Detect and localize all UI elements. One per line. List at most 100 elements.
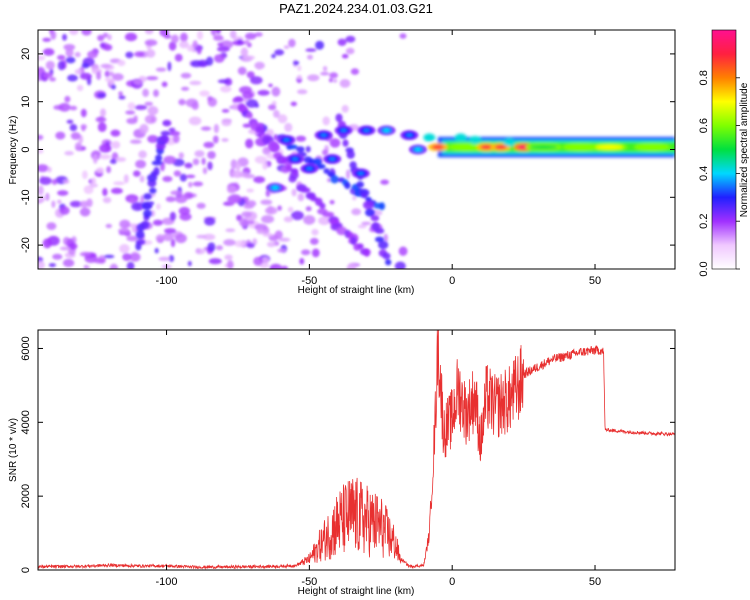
spectrogram-cell <box>261 215 275 224</box>
colorbar-tick-label: 0.6 <box>698 118 710 133</box>
spectrogram-blob-center <box>283 138 290 142</box>
y-tick-label: -10 <box>20 189 32 205</box>
spectrogram-cell <box>163 34 172 39</box>
spectrogram-cell <box>341 53 349 59</box>
spectrogram-cell <box>226 185 237 194</box>
spectrogram-cell <box>134 51 145 58</box>
spectrogram-cell <box>144 30 154 35</box>
spectrogram-cell <box>125 194 139 203</box>
x-tick-label: -50 <box>301 275 317 287</box>
spectrogram-cell <box>274 230 283 240</box>
spectrogram-cell <box>215 245 223 251</box>
spectrogram-cell <box>204 217 216 226</box>
spectrogram-cell <box>169 211 176 221</box>
spectrogram-cell <box>200 126 212 131</box>
spectrogram-cell <box>144 39 158 46</box>
spectrogram-cell <box>221 138 229 142</box>
spectrogram-cell <box>65 48 74 58</box>
spectrogram-cell <box>124 32 138 42</box>
spectrogram-streak-cell <box>135 239 146 246</box>
y-tick-label: 10 <box>20 96 32 108</box>
spectrogram-cell <box>163 155 177 165</box>
spectrogram-cell <box>69 124 78 132</box>
spectrogram-streak-cell <box>299 187 311 193</box>
spectrogram-cell <box>245 32 257 40</box>
spectrogram-cell <box>192 181 204 187</box>
spectrogram-cell <box>274 49 285 56</box>
spectrogram-streak-cell <box>153 166 160 176</box>
spectrogram-streak-cell <box>288 144 298 150</box>
spectrogram-cell <box>57 54 66 61</box>
spectrogram-cell <box>351 208 362 216</box>
spectrogram-cell <box>155 67 167 72</box>
spectrogram-cell <box>131 202 144 211</box>
spectrogram-streak-cell <box>314 158 322 165</box>
spectrogram-cell <box>93 154 98 164</box>
spectrogram-cell <box>158 256 171 262</box>
spectrogram-streak-cell <box>151 160 163 166</box>
spectrogram-cell <box>322 149 329 156</box>
spectrogram-streak-cell <box>385 259 392 266</box>
spectrogram-cell <box>261 257 270 264</box>
spectrogram-cell <box>146 76 159 81</box>
spectrogram-cell <box>212 135 219 144</box>
spectrogram-cell <box>242 55 255 60</box>
spectrogram-cell <box>42 72 53 78</box>
spectrogram-cell <box>283 216 294 223</box>
spectrogram-cell <box>170 190 183 196</box>
spectrogram-cell <box>357 224 367 229</box>
spectrogram-cell <box>268 83 273 88</box>
spectrogram-cell <box>333 79 338 83</box>
spectrogram-cell <box>394 261 406 269</box>
spectrogram-cell <box>81 30 92 36</box>
spectrogram-cell <box>262 146 271 155</box>
spectrogram-cell <box>315 40 325 50</box>
spectrogram-cell <box>142 88 150 98</box>
x-tick-label: 0 <box>449 275 455 287</box>
spectrogram-cell <box>47 166 52 173</box>
spectrogram-cell <box>126 235 139 242</box>
spectrogram-cell <box>79 200 89 208</box>
spectrogram-cell <box>115 157 127 162</box>
snr-frame <box>37 329 676 571</box>
spectrogram-cell <box>203 141 215 149</box>
spectrogram-streak-cell <box>335 113 343 123</box>
spectrogram-y-axis-label: Frequency (Hz) <box>8 116 19 185</box>
spectrogram-cell <box>246 188 254 193</box>
x-tick-label: 0 <box>449 576 455 588</box>
spectrogram-cell <box>74 51 81 58</box>
spectrogram-cell <box>277 114 288 124</box>
signal-band-hotspot-core <box>431 144 444 150</box>
spectrogram-cell <box>293 60 300 66</box>
spectrogram-cell <box>290 210 304 221</box>
spectrogram-streak-cell <box>363 248 370 257</box>
spectrogram-cell <box>147 106 159 116</box>
spectrogram-streak-cell <box>144 201 151 208</box>
spectrogram-cell <box>118 228 131 233</box>
spectrogram-streak-cell <box>323 168 331 175</box>
spectrogram-cell <box>346 263 357 269</box>
spectrogram-cell <box>112 73 124 81</box>
spectrogram-cell <box>109 158 117 164</box>
spectrogram-cell <box>175 194 188 204</box>
spectrogram-cell <box>246 242 255 249</box>
spectrogram-streak-cell <box>357 243 364 249</box>
signal-band-hotspot-core <box>595 144 624 150</box>
spectrogram-cell <box>70 132 81 140</box>
spectrogram-cell <box>345 47 355 55</box>
spectrogram-cell <box>196 44 202 55</box>
spectrogram-cell <box>139 123 149 134</box>
spectrogram-cell <box>161 81 168 88</box>
spectrogram-cell <box>105 223 113 229</box>
spectrogram-cell <box>213 34 223 39</box>
spectrogram-cell <box>167 61 172 72</box>
spectrogram-streak-cell <box>349 161 357 169</box>
spectrogram-streak-cell <box>162 120 172 127</box>
spectrogram-cell <box>175 233 187 244</box>
spectrogram-cell <box>43 48 55 56</box>
signal-band-hotspot-core <box>638 144 667 150</box>
spectrogram-cell <box>38 260 45 269</box>
colorbar-tick-label: 0.8 <box>698 70 710 85</box>
spectrogram-cell <box>239 217 249 227</box>
spectrogram-cell <box>156 203 161 210</box>
